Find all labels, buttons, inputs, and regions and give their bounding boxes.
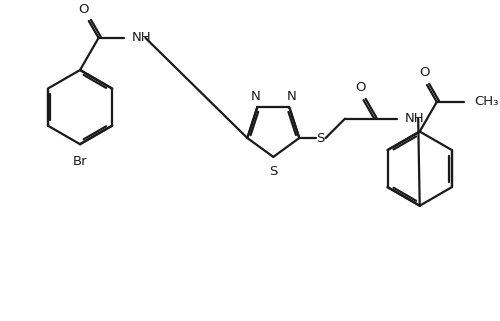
Text: S: S <box>316 132 325 144</box>
Text: NH: NH <box>132 31 152 44</box>
Text: N: N <box>250 90 260 103</box>
Text: Br: Br <box>72 155 88 168</box>
Text: CH₃: CH₃ <box>474 95 498 108</box>
Text: O: O <box>78 3 89 16</box>
Text: O: O <box>419 66 430 79</box>
Text: O: O <box>356 81 366 94</box>
Text: N: N <box>286 90 296 103</box>
Text: NH: NH <box>404 112 424 125</box>
Text: S: S <box>269 165 278 178</box>
